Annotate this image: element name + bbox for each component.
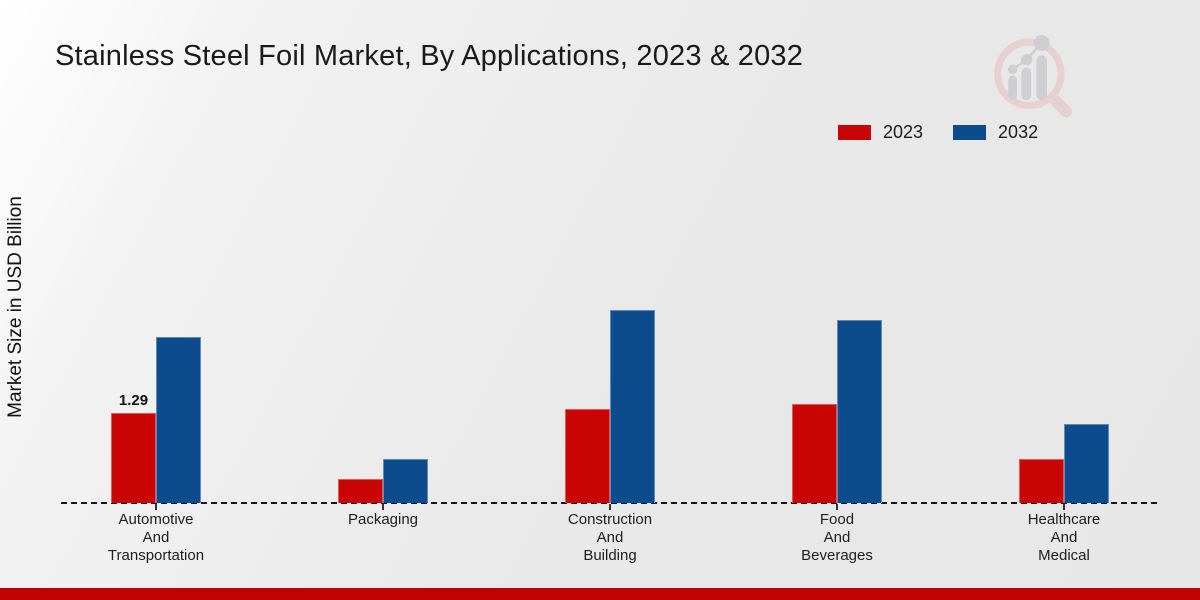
axis-tick [1063,504,1065,510]
legend: 2023 2032 [838,122,1038,143]
axis-tick [609,504,611,510]
bar-2032 [1064,424,1109,503]
chart-title: Stainless Steel Foil Market, By Applicat… [55,40,804,72]
legend-swatch-2032 [953,125,987,140]
bar-2032 [837,320,882,503]
category-label: Packaging [347,511,419,528]
bar-2023 [792,403,837,503]
legend-swatch-2023 [838,125,871,140]
legend-label-2023: 2023 [883,122,924,142]
bar-2023 [338,479,383,503]
bar-2023 [565,408,610,503]
category-label: Healthcare And Medical [1027,511,1101,564]
axis-tick [836,504,838,510]
bar-2023 [1019,459,1064,503]
legend-item-2032: 2032 [953,122,1038,143]
category-label: Construction And Building [567,511,653,564]
footer-accent-band [0,588,1200,600]
bar-2032 [610,309,655,503]
x-axis-dashed-line [61,502,1157,504]
axis-tick [382,504,384,510]
category-label: Food And Beverages [801,511,873,564]
axis-tick [155,504,157,510]
legend-label-2032: 2032 [998,122,1039,142]
bar-2023 [111,412,156,503]
bar-value-label: 1.29 [118,391,149,409]
magnifier-bar-chart-logo-icon [994,35,1073,118]
legend-item-2023: 2023 [838,122,923,143]
bar-2032 [383,459,428,503]
category-label: Automotive And Transportation [107,511,205,564]
bar-2032 [156,336,201,503]
